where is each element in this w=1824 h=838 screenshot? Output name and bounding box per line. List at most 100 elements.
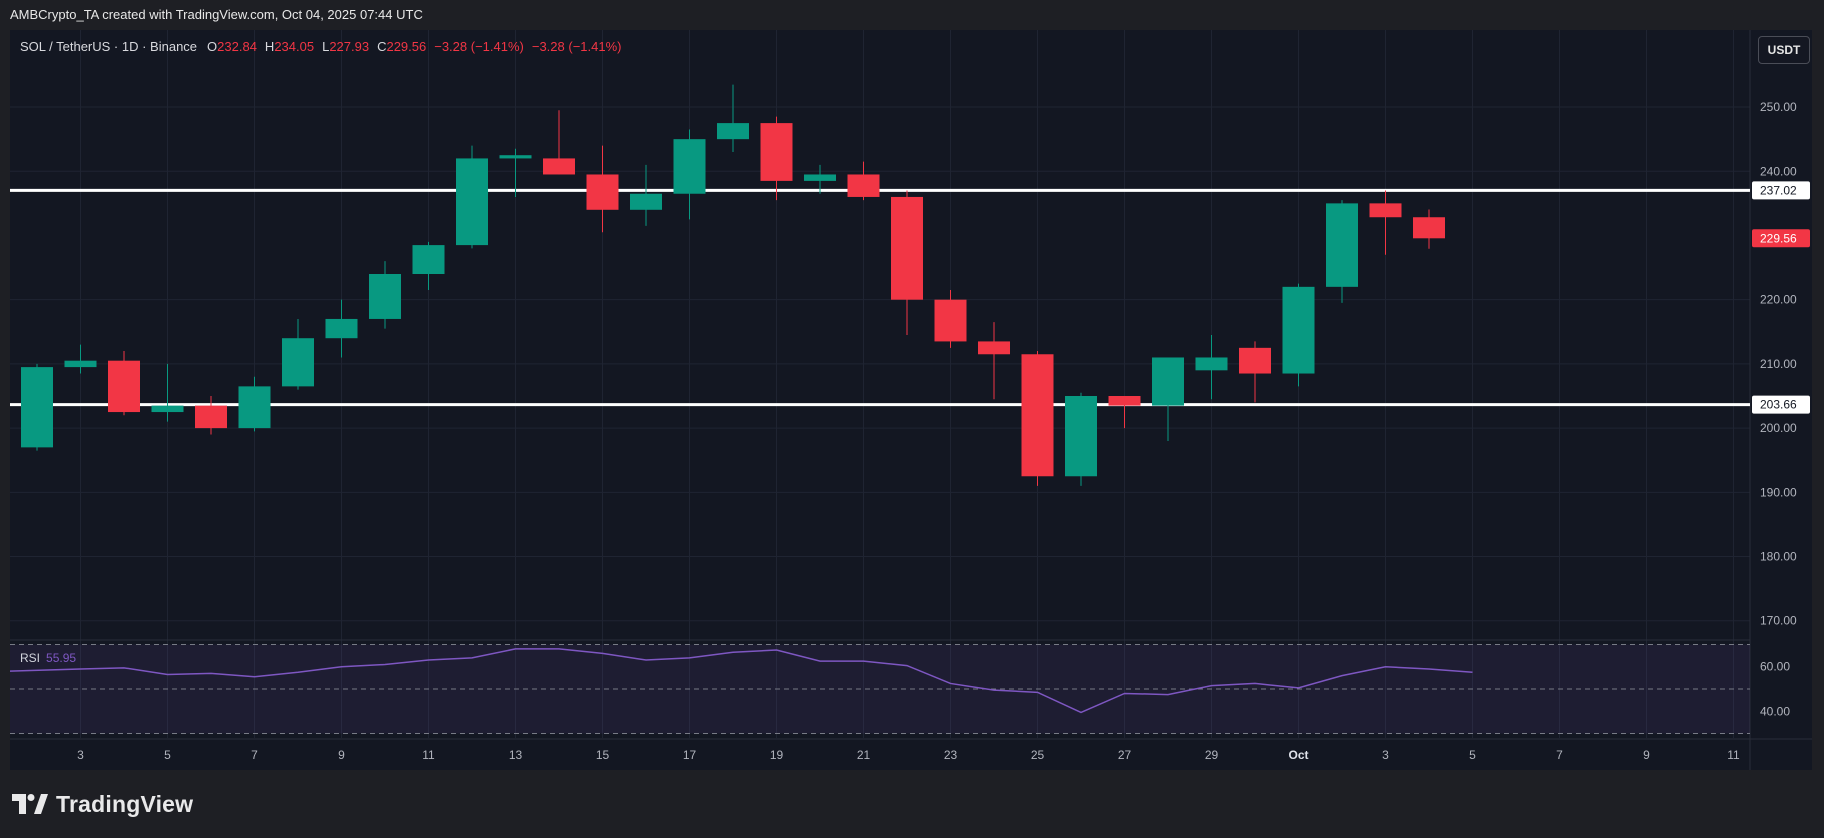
high-label: H (264, 39, 275, 54)
tradingview-logo-icon (12, 794, 48, 814)
candle-body (1065, 396, 1097, 477)
symbol-name[interactable]: SOL / TetherUS · 1D · Binance (20, 39, 198, 54)
level-price-tag (1752, 181, 1810, 200)
high-value: 234.05 (274, 39, 315, 54)
time-tick-label: 5 (1469, 748, 1476, 762)
close-value: 229.56 (386, 39, 427, 54)
rsi-tick-label: 60.00 (1760, 660, 1790, 674)
price-tick-label: 220.00 (1760, 293, 1797, 307)
time-tick-label: 13 (509, 748, 523, 762)
candle-up (282, 318, 314, 390)
candle-up (630, 164, 662, 226)
candle-up (21, 363, 53, 451)
candle-body (891, 196, 923, 300)
open-value: 232.84 (217, 39, 257, 54)
low-value: 227.93 (329, 39, 370, 54)
time-tick-label: 11 (1727, 748, 1740, 762)
candle-down (934, 290, 967, 348)
candle-body (934, 299, 967, 342)
chart-background (10, 30, 1812, 770)
rsi-line (9, 648, 1473, 714)
candle-body (1239, 347, 1271, 374)
candle-body (369, 274, 401, 319)
price-tick-label: 190.00 (1760, 485, 1797, 499)
candle-down (891, 190, 923, 335)
candle-up (412, 241, 445, 291)
rsi-tick-label: 40.00 (1760, 704, 1790, 718)
time-tick-label: 9 (1643, 748, 1650, 762)
candle-down (760, 116, 793, 201)
last-price-label: 229.56 (1760, 231, 1797, 245)
open-label: O (207, 39, 218, 54)
candle-down (195, 396, 227, 435)
candle-body (1326, 203, 1358, 287)
candle-body (108, 360, 140, 413)
time-tick-label: 11 (422, 748, 435, 762)
candle-down (543, 110, 575, 175)
candle-body (673, 139, 706, 194)
time-tick-label: 21 (857, 748, 871, 762)
time-tick-label: 9 (338, 748, 345, 762)
price-tick-label: 250.00 (1760, 100, 1797, 114)
candle-up (1152, 357, 1184, 441)
time-tick-label: 25 (1031, 748, 1045, 762)
brand-name: TradingView (56, 790, 194, 817)
candle-body (630, 193, 662, 210)
time-tick-label: 15 (596, 748, 610, 762)
candle-body (586, 174, 619, 210)
currency-button[interactable]: USDT (1758, 36, 1810, 64)
price-tick-label: 210.00 (1760, 357, 1797, 371)
time-tick-label: 3 (77, 748, 84, 762)
time-tick-label: 5 (164, 748, 171, 762)
candle-up (64, 344, 97, 374)
candle-body (282, 338, 314, 387)
candle-down (1239, 341, 1271, 403)
rsi-pane: 40.00 60.00 (9, 643, 1790, 735)
candle-body (978, 341, 1010, 355)
candle-body (1021, 354, 1054, 477)
level-price-label: 237.02 (1760, 183, 1797, 197)
time-tick-label: 7 (1556, 748, 1563, 762)
price-tick-label: 170.00 (1760, 614, 1797, 628)
candle-up (1065, 392, 1097, 486)
candle-down (586, 145, 619, 233)
candle-down (847, 161, 880, 201)
price-tick-label: 240.00 (1760, 164, 1797, 178)
candle-body (543, 158, 575, 175)
candle-body (847, 174, 880, 197)
time-tick-label: 29 (1205, 748, 1219, 762)
candle-body (1369, 203, 1402, 218)
candle-body (804, 174, 836, 181)
candle-body (21, 367, 53, 448)
candle-up (1326, 200, 1358, 303)
time-tick-label: Oct (1288, 748, 1308, 762)
candle-up (717, 84, 749, 152)
last-price-tag (1752, 229, 1810, 248)
candle-body (238, 386, 271, 429)
time-tick-label: 19 (770, 748, 784, 762)
candle-body (1195, 357, 1228, 371)
candle-up (673, 129, 706, 220)
price-tick-label: 180.00 (1760, 550, 1797, 564)
candle-down (978, 322, 1010, 400)
candle-body (412, 245, 445, 274)
price-tick-label: 200.00 (1760, 421, 1797, 435)
time-tick-label: 3 (1382, 748, 1389, 762)
candle-down (108, 351, 140, 416)
candle-up (804, 164, 836, 194)
candle-up (369, 261, 401, 329)
candle-down (1021, 351, 1054, 486)
time-tick-label: 23 (944, 748, 958, 762)
candle-up (499, 148, 532, 197)
rsi-legend: RSI 55.95 (20, 651, 76, 665)
candle-up (325, 299, 358, 358)
price-axis: 170.00 180.00 190.00 200.00 210.00 220.00 240.… (1752, 100, 1810, 628)
time-axis: 3 5 7 9 11 13 15 17 19 21 23 25 27 29 Oct 3 5 7 9 11 (77, 748, 1740, 762)
candle-body (1152, 357, 1184, 406)
candle-down (1413, 209, 1445, 249)
candle-down (1108, 396, 1141, 429)
tradingview-brand: TradingView (12, 790, 193, 818)
time-tick-label: 27 (1118, 748, 1132, 762)
